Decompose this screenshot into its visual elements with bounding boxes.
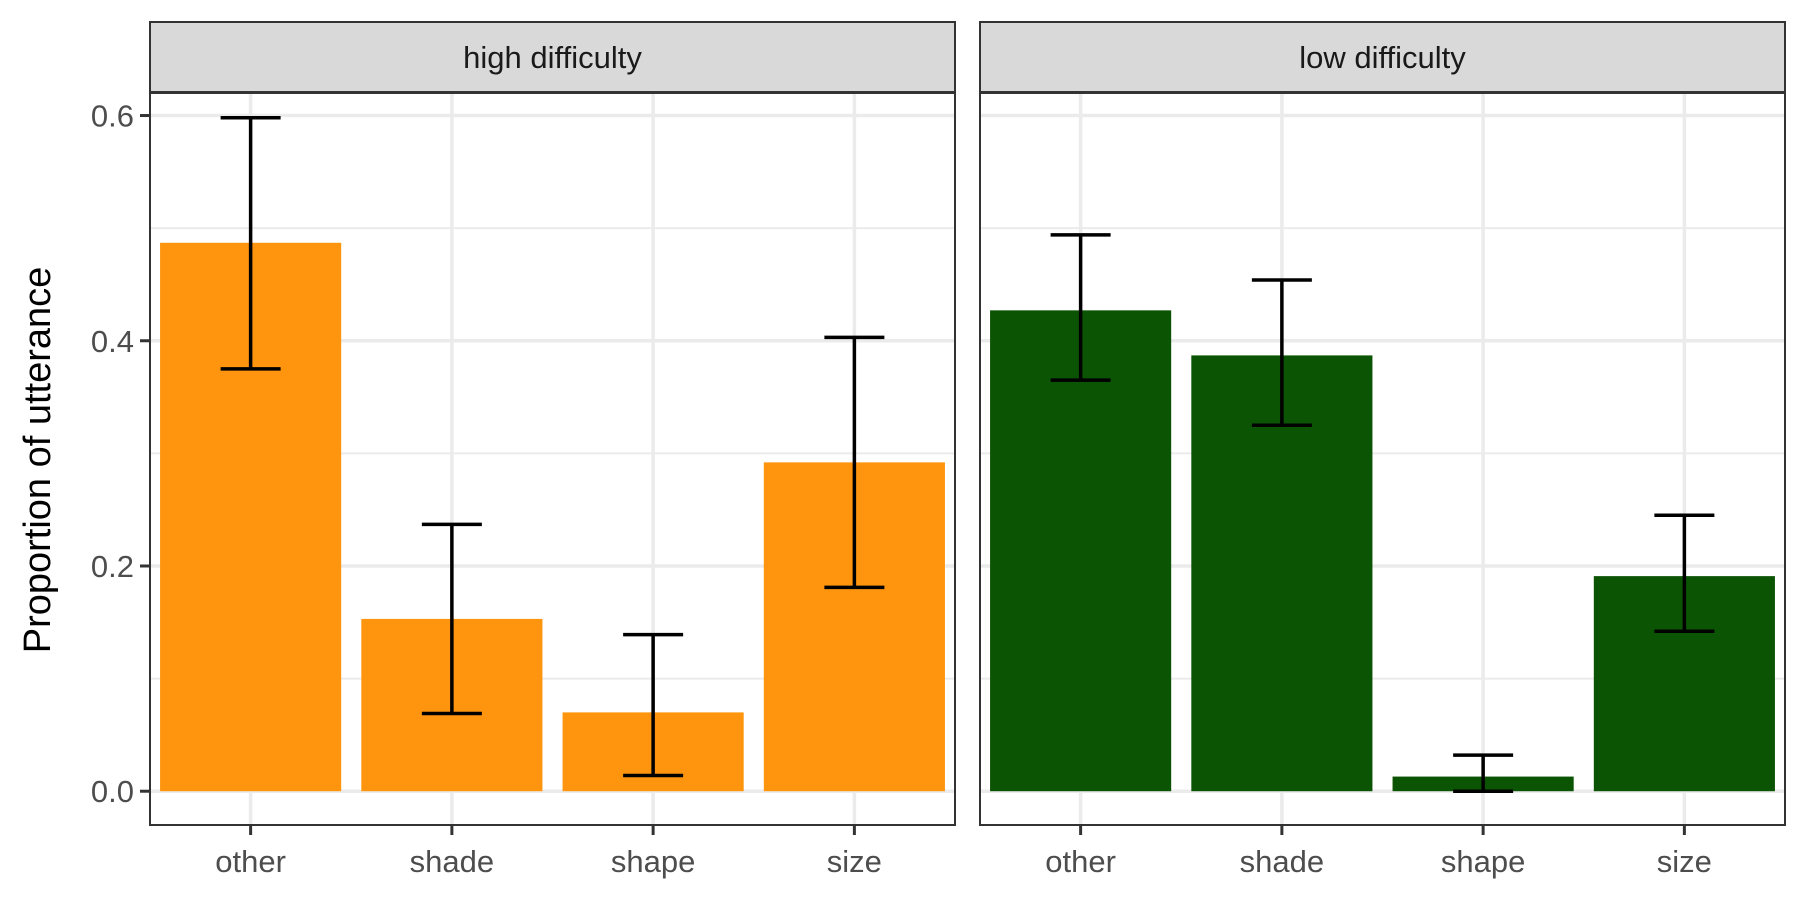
y-axis-label: Proportion of utterance: [17, 267, 59, 654]
bar-other: [990, 310, 1172, 792]
facet-strip: [149, 21, 956, 93]
bar-shade: [1191, 355, 1373, 792]
x-tick-label: other: [215, 844, 286, 879]
y-tick-label: 0.4: [91, 324, 134, 359]
facet-strip-title: high difficulty: [463, 40, 642, 75]
x-tick-label: shade: [410, 844, 494, 879]
x-tick-label: shape: [611, 844, 695, 879]
facet-strip-title: low difficulty: [1299, 40, 1466, 75]
x-tick-label: other: [1045, 844, 1116, 879]
x-tick-label: size: [827, 844, 882, 879]
x-tick-label: size: [1657, 844, 1712, 879]
y-tick-label: 0.6: [91, 99, 134, 134]
x-tick-label: shade: [1240, 844, 1324, 879]
y-tick-label: 0.2: [91, 549, 134, 584]
y-tick-label: 0.0: [91, 774, 134, 809]
facet-strip: [979, 21, 1786, 93]
x-tick-label: shape: [1441, 844, 1525, 879]
